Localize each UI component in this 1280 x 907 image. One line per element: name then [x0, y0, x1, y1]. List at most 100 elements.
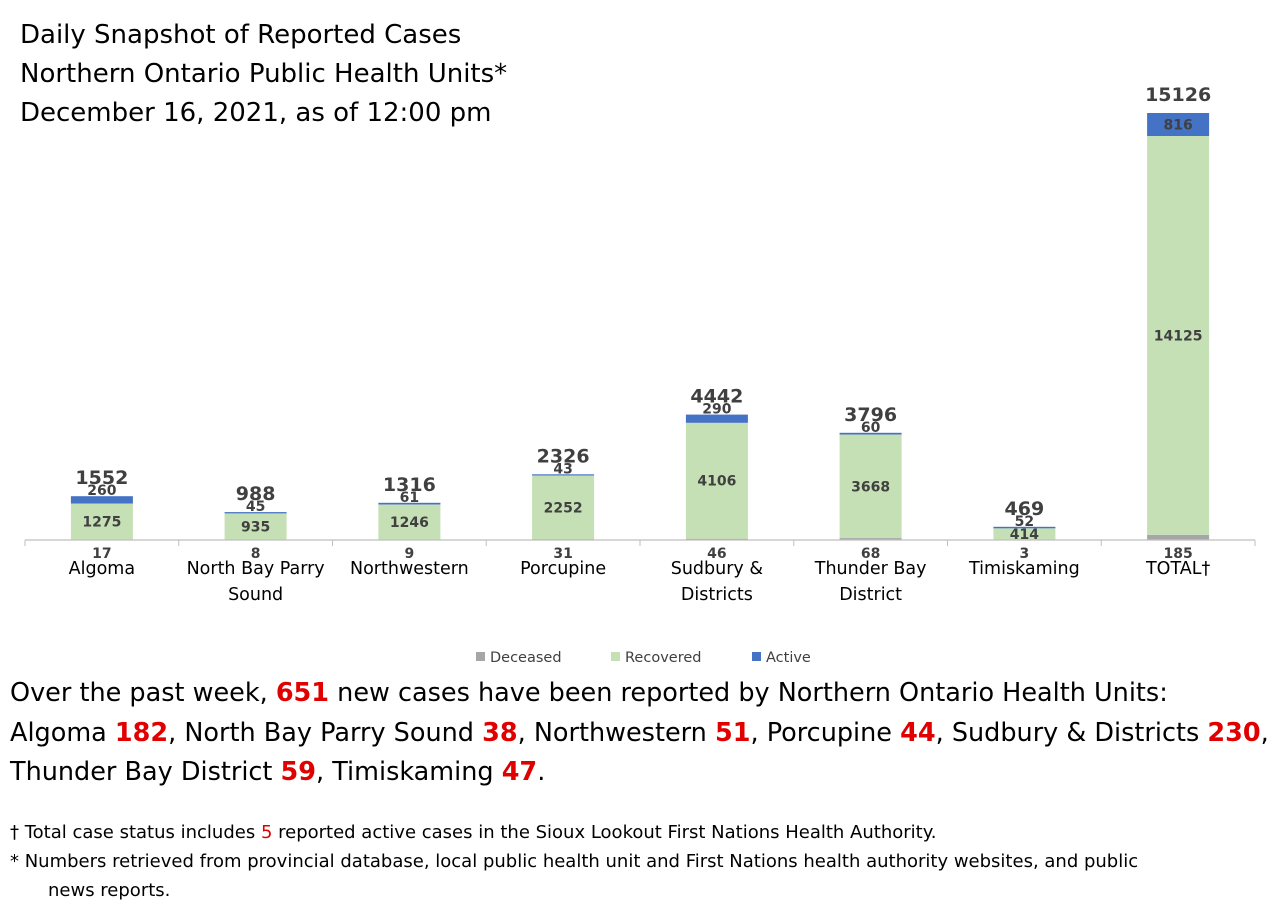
summary-total-new: 651	[275, 678, 330, 708]
bar-segment-recovered	[532, 475, 595, 540]
category-label: TOTAL†	[1145, 559, 1211, 579]
summary-item-count: 230	[1207, 717, 1261, 748]
category-label: North Bay Parry	[187, 559, 325, 579]
data-label-recovered: 414	[1010, 527, 1039, 543]
data-label-total: 15126	[1145, 84, 1211, 106]
title-line-1: Daily Snapshot of Reported Cases	[20, 20, 462, 50]
summary-item-count: 44	[900, 717, 936, 748]
bar-segment-deceased	[1147, 534, 1210, 540]
summary-item-name: Sudbury & Districts	[951, 717, 1200, 748]
legend-swatch-active	[752, 652, 761, 661]
summary-item-count: 38	[482, 717, 518, 748]
category-label: Districts	[681, 585, 753, 605]
footnote-dagger-number: 5	[260, 822, 273, 843]
data-label-total: 2326	[537, 445, 590, 467]
category-label: District	[839, 585, 902, 605]
data-label-total: 1316	[383, 474, 436, 496]
summary-item-count: 59	[280, 757, 317, 787]
footnote-dagger: † Total case status includes 5 reported …	[10, 818, 1138, 847]
footnote-dagger-post: reported active cases in the Sioux Looko…	[272, 822, 937, 843]
summary-item-name: Thunder Bay District	[10, 757, 273, 787]
summary-line-2: Algoma 182, North Bay Parry Sound 38, No…	[10, 714, 1269, 754]
summary-item-sep: ,	[168, 717, 185, 748]
bar-segment-active	[70, 496, 133, 504]
legend-label: Active	[766, 650, 811, 666]
summary-line-3: Thunder Bay District 59, Timiskaming 47.	[10, 753, 1269, 793]
bar-segment-recovered	[839, 434, 902, 538]
title-line-3: December 16, 2021, as of 12:00 pm	[20, 98, 492, 128]
data-label-active: 61	[400, 490, 419, 506]
data-label-deceased: 31	[553, 546, 572, 562]
data-label-recovered: 14125	[1154, 328, 1203, 344]
category-label: Porcupine	[520, 559, 606, 579]
data-label-deceased: 9	[405, 546, 415, 562]
bar-segment-recovered	[378, 504, 441, 540]
data-label-total: 4442	[690, 386, 743, 408]
legend-label: Recovered	[625, 650, 701, 666]
footnote-star: * Numbers retrieved from provincial data…	[10, 851, 1139, 872]
summary-item-name: Northwestern	[533, 717, 707, 748]
title-line-2: Northern Ontario Public Health Units*	[20, 59, 508, 89]
summary-item-sep: ,	[750, 717, 767, 748]
category-label: Sudbury &	[671, 559, 764, 579]
bar-segment-active	[993, 526, 1056, 529]
data-label-deceased: 3	[1020, 546, 1030, 562]
data-label-deceased: 185	[1164, 546, 1193, 562]
bar-segment-active	[1147, 113, 1210, 136]
bar-segment-active	[532, 474, 595, 476]
data-label-active: 290	[702, 402, 731, 418]
category-label: Timiskaming	[968, 559, 1080, 579]
summary-line-1: Over the past week, 651 new cases have b…	[10, 674, 1269, 714]
data-label-total: 988	[236, 483, 276, 505]
data-label-active: 60	[861, 420, 881, 436]
bar-segment-active	[224, 512, 287, 514]
data-label-recovered: 3668	[851, 479, 890, 495]
bar-segment-deceased	[685, 538, 748, 540]
bar-segment-recovered	[70, 503, 133, 540]
data-label-deceased: 46	[707, 546, 726, 562]
data-label-total: 469	[1005, 498, 1045, 520]
summary-item-sep: ,	[935, 717, 952, 748]
category-label: Algoma	[69, 559, 135, 579]
chart-title: Daily Snapshot of Reported Cases Norther…	[20, 16, 507, 133]
summary-item-sep: .	[537, 757, 546, 787]
category-label: Thunder Bay	[814, 559, 927, 579]
weekly-summary: Over the past week, 651 new cases have b…	[10, 674, 1269, 793]
bar-segment-active	[685, 414, 748, 423]
data-label-active: 45	[246, 499, 265, 515]
summary-item-sep: ,	[316, 757, 333, 787]
footnotes: † Total case status includes 5 reported …	[10, 818, 1138, 905]
summary-item-sep: ,	[517, 717, 534, 748]
summary-intro: Over the past week,	[10, 678, 276, 708]
data-label-recovered: 1275	[82, 515, 121, 531]
data-label-active: 260	[87, 483, 116, 499]
legend-label: Deceased	[490, 650, 562, 666]
bar-segment-active	[839, 432, 902, 435]
summary-item-name: North Bay Parry Sound	[184, 717, 474, 748]
data-label-active: 52	[1015, 514, 1034, 530]
summary-intro-rest: new cases have been reported by Northern…	[329, 678, 1168, 708]
data-label-total: 1552	[75, 467, 128, 489]
summary-item-count: 182	[114, 717, 169, 748]
summary-item-count: 47	[501, 757, 538, 787]
data-label-total: 3796	[844, 404, 897, 426]
summary-item-name: Timiskaming	[332, 757, 494, 787]
data-label-recovered: 1246	[390, 515, 429, 531]
data-label-recovered: 935	[241, 520, 270, 536]
data-label-active: 43	[553, 461, 572, 477]
bar-segment-recovered	[993, 528, 1056, 540]
summary-item-name: Algoma	[10, 717, 107, 748]
legend-swatch-deceased	[476, 652, 485, 661]
category-label: Northwestern	[350, 559, 469, 579]
category-label: Sound	[228, 585, 283, 605]
data-label-deceased: 68	[861, 546, 880, 562]
data-label-recovered: 2252	[544, 500, 583, 516]
data-label-recovered: 4106	[697, 474, 736, 490]
legend-swatch-recovered	[611, 652, 620, 661]
data-label-active: 816	[1164, 118, 1193, 134]
bar-segment-deceased	[839, 538, 902, 540]
summary-item-count: 51	[714, 717, 751, 748]
data-label-deceased: 8	[251, 546, 261, 562]
footnote-star-continued: news reports.	[48, 880, 171, 901]
